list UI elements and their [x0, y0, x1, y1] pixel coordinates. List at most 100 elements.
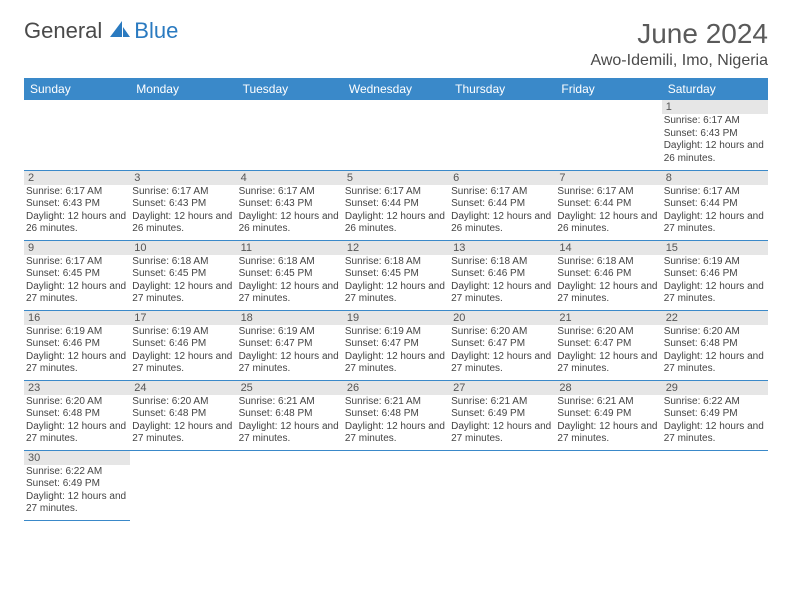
- day-number: 1: [662, 100, 768, 114]
- calendar-cell: [555, 450, 661, 520]
- sunrise-line: Sunrise: 6:17 AM: [26, 256, 128, 269]
- day-number: 16: [24, 311, 130, 325]
- day-number: 28: [555, 381, 661, 395]
- daylight-line: Daylight: 12 hours and 27 minutes.: [345, 281, 447, 306]
- sunset-line: Sunset: 6:46 PM: [26, 338, 128, 351]
- sunrise-line: Sunrise: 6:19 AM: [345, 326, 447, 339]
- calendar-cell: 18Sunrise: 6:19 AMSunset: 6:47 PMDayligh…: [237, 310, 343, 380]
- daylight-line: Daylight: 12 hours and 27 minutes.: [132, 351, 234, 376]
- daylight-line: Daylight: 12 hours and 27 minutes.: [26, 351, 128, 376]
- sunset-line: Sunset: 6:47 PM: [345, 338, 447, 351]
- calendar-cell: 5Sunrise: 6:17 AMSunset: 6:44 PMDaylight…: [343, 170, 449, 240]
- calendar-cell: 21Sunrise: 6:20 AMSunset: 6:47 PMDayligh…: [555, 310, 661, 380]
- sunrise-line: Sunrise: 6:17 AM: [132, 186, 234, 199]
- day-number: 15: [662, 241, 768, 255]
- logo: General Blue: [24, 18, 178, 44]
- sunset-line: Sunset: 6:45 PM: [26, 268, 128, 281]
- day-info: Sunrise: 6:17 AMSunset: 6:43 PMDaylight:…: [237, 185, 343, 236]
- day-number: 5: [343, 171, 449, 185]
- sunrise-line: Sunrise: 6:19 AM: [664, 256, 766, 269]
- sunset-line: Sunset: 6:48 PM: [239, 408, 341, 421]
- calendar-cell: 25Sunrise: 6:21 AMSunset: 6:48 PMDayligh…: [237, 380, 343, 450]
- sunrise-line: Sunrise: 6:18 AM: [345, 256, 447, 269]
- daylight-line: Daylight: 12 hours and 27 minutes.: [451, 421, 553, 446]
- header: General Blue June 2024 Awo-Idemili, Imo,…: [24, 18, 768, 70]
- day-info: Sunrise: 6:19 AMSunset: 6:47 PMDaylight:…: [237, 325, 343, 376]
- calendar-cell: 15Sunrise: 6:19 AMSunset: 6:46 PMDayligh…: [662, 240, 768, 310]
- calendar-cell: 14Sunrise: 6:18 AMSunset: 6:46 PMDayligh…: [555, 240, 661, 310]
- day-info: Sunrise: 6:17 AMSunset: 6:43 PMDaylight:…: [24, 185, 130, 236]
- daylight-line: Daylight: 12 hours and 27 minutes.: [557, 351, 659, 376]
- sunset-line: Sunset: 6:46 PM: [664, 268, 766, 281]
- day-number: 7: [555, 171, 661, 185]
- calendar-cell: [662, 450, 768, 520]
- sunrise-line: Sunrise: 6:22 AM: [26, 466, 128, 479]
- calendar-cell: 19Sunrise: 6:19 AMSunset: 6:47 PMDayligh…: [343, 310, 449, 380]
- calendar-week: 30Sunrise: 6:22 AMSunset: 6:49 PMDayligh…: [24, 450, 768, 520]
- sunset-line: Sunset: 6:43 PM: [239, 198, 341, 211]
- sunrise-line: Sunrise: 6:17 AM: [239, 186, 341, 199]
- sunset-line: Sunset: 6:45 PM: [239, 268, 341, 281]
- day-number: 18: [237, 311, 343, 325]
- calendar-cell: 2Sunrise: 6:17 AMSunset: 6:43 PMDaylight…: [24, 170, 130, 240]
- day-info: Sunrise: 6:20 AMSunset: 6:47 PMDaylight:…: [555, 325, 661, 376]
- sunset-line: Sunset: 6:47 PM: [239, 338, 341, 351]
- calendar-cell: [237, 100, 343, 170]
- calendar-cell: 26Sunrise: 6:21 AMSunset: 6:48 PMDayligh…: [343, 380, 449, 450]
- sunrise-line: Sunrise: 6:20 AM: [132, 396, 234, 409]
- sunset-line: Sunset: 6:45 PM: [132, 268, 234, 281]
- calendar-cell: [343, 100, 449, 170]
- calendar-cell: 7Sunrise: 6:17 AMSunset: 6:44 PMDaylight…: [555, 170, 661, 240]
- day-number: 11: [237, 241, 343, 255]
- calendar-week: 23Sunrise: 6:20 AMSunset: 6:48 PMDayligh…: [24, 380, 768, 450]
- sunrise-line: Sunrise: 6:17 AM: [345, 186, 447, 199]
- weekday-header: Sunday: [24, 78, 130, 100]
- day-number: 14: [555, 241, 661, 255]
- location: Awo-Idemili, Imo, Nigeria: [590, 52, 768, 70]
- day-info: Sunrise: 6:22 AMSunset: 6:49 PMDaylight:…: [24, 465, 130, 516]
- day-number: 6: [449, 171, 555, 185]
- sunset-line: Sunset: 6:44 PM: [451, 198, 553, 211]
- sunrise-line: Sunrise: 6:20 AM: [664, 326, 766, 339]
- calendar-cell: [449, 450, 555, 520]
- day-info: Sunrise: 6:17 AMSunset: 6:44 PMDaylight:…: [662, 185, 768, 236]
- sunset-line: Sunset: 6:45 PM: [345, 268, 447, 281]
- daylight-line: Daylight: 12 hours and 27 minutes.: [132, 421, 234, 446]
- day-number: 22: [662, 311, 768, 325]
- daylight-line: Daylight: 12 hours and 27 minutes.: [239, 351, 341, 376]
- sunset-line: Sunset: 6:49 PM: [26, 478, 128, 491]
- sunset-line: Sunset: 6:43 PM: [132, 198, 234, 211]
- daylight-line: Daylight: 12 hours and 27 minutes.: [26, 491, 128, 516]
- calendar-cell: 17Sunrise: 6:19 AMSunset: 6:46 PMDayligh…: [130, 310, 236, 380]
- daylight-line: Daylight: 12 hours and 26 minutes.: [451, 211, 553, 236]
- sunset-line: Sunset: 6:48 PM: [345, 408, 447, 421]
- daylight-line: Daylight: 12 hours and 26 minutes.: [345, 211, 447, 236]
- sunrise-line: Sunrise: 6:20 AM: [451, 326, 553, 339]
- day-info: Sunrise: 6:17 AMSunset: 6:45 PMDaylight:…: [24, 255, 130, 306]
- daylight-line: Daylight: 12 hours and 26 minutes.: [557, 211, 659, 236]
- day-info: Sunrise: 6:21 AMSunset: 6:49 PMDaylight:…: [555, 395, 661, 446]
- logo-text-blue: Blue: [134, 18, 178, 44]
- daylight-line: Daylight: 12 hours and 27 minutes.: [26, 421, 128, 446]
- day-info: Sunrise: 6:18 AMSunset: 6:45 PMDaylight:…: [343, 255, 449, 306]
- day-number: 24: [130, 381, 236, 395]
- sunrise-line: Sunrise: 6:18 AM: [557, 256, 659, 269]
- calendar-cell: 16Sunrise: 6:19 AMSunset: 6:46 PMDayligh…: [24, 310, 130, 380]
- sunrise-line: Sunrise: 6:19 AM: [132, 326, 234, 339]
- calendar-cell: 28Sunrise: 6:21 AMSunset: 6:49 PMDayligh…: [555, 380, 661, 450]
- day-info: Sunrise: 6:17 AMSunset: 6:44 PMDaylight:…: [555, 185, 661, 236]
- sunset-line: Sunset: 6:44 PM: [664, 198, 766, 211]
- day-number: 10: [130, 241, 236, 255]
- day-info: Sunrise: 6:17 AMSunset: 6:44 PMDaylight:…: [343, 185, 449, 236]
- calendar-cell: [343, 450, 449, 520]
- calendar-cell: [130, 100, 236, 170]
- sunset-line: Sunset: 6:43 PM: [26, 198, 128, 211]
- calendar-cell: 13Sunrise: 6:18 AMSunset: 6:46 PMDayligh…: [449, 240, 555, 310]
- calendar-cell: 24Sunrise: 6:20 AMSunset: 6:48 PMDayligh…: [130, 380, 236, 450]
- day-number: 17: [130, 311, 236, 325]
- sunrise-line: Sunrise: 6:21 AM: [451, 396, 553, 409]
- weekday-header: Friday: [555, 78, 661, 100]
- sunrise-line: Sunrise: 6:20 AM: [26, 396, 128, 409]
- day-info: Sunrise: 6:17 AMSunset: 6:43 PMDaylight:…: [130, 185, 236, 236]
- sunset-line: Sunset: 6:48 PM: [132, 408, 234, 421]
